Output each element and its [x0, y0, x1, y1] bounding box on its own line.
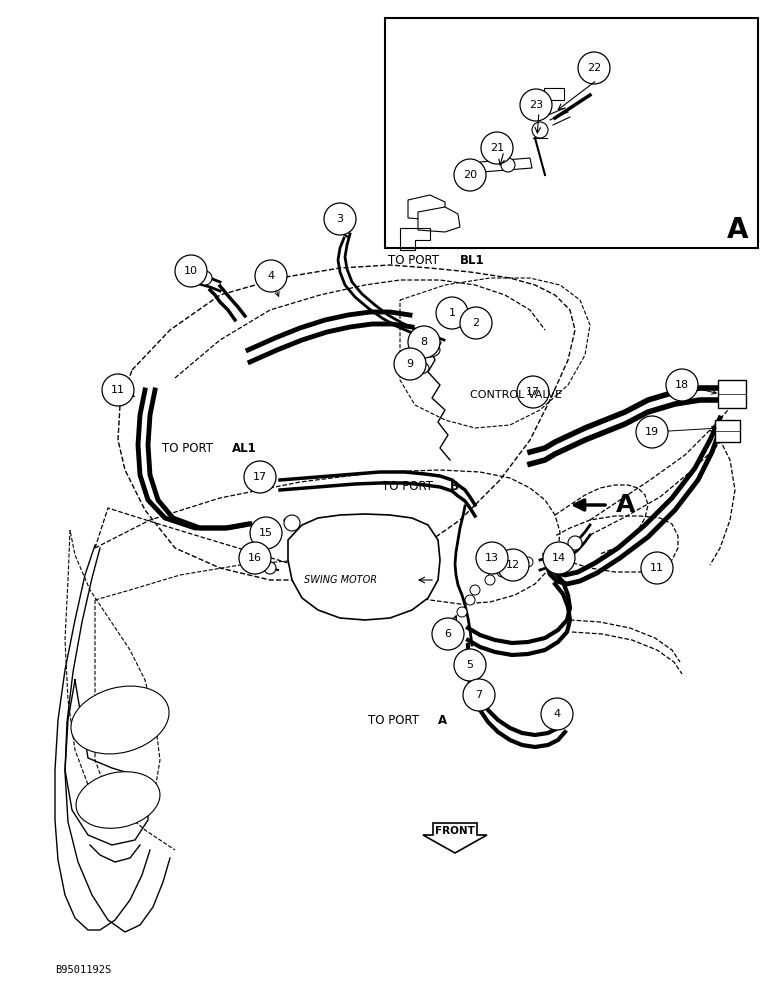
Text: TO PORT: TO PORT [162, 442, 217, 456]
Text: CONTROL VALVE: CONTROL VALVE [470, 390, 562, 400]
Text: 1: 1 [449, 308, 455, 318]
Text: A: A [616, 493, 635, 517]
Ellipse shape [420, 343, 440, 357]
Circle shape [462, 316, 474, 328]
Polygon shape [288, 514, 440, 620]
Text: TO PORT: TO PORT [382, 481, 437, 493]
Circle shape [255, 260, 287, 292]
Circle shape [541, 698, 573, 730]
Text: 19: 19 [645, 427, 659, 437]
Circle shape [485, 575, 495, 585]
Text: 5: 5 [466, 660, 473, 670]
Text: 18: 18 [675, 380, 689, 390]
Polygon shape [418, 207, 460, 232]
Circle shape [454, 159, 486, 191]
Text: 23: 23 [529, 100, 543, 110]
Ellipse shape [71, 686, 169, 754]
Ellipse shape [76, 772, 160, 828]
Circle shape [457, 607, 467, 617]
Circle shape [408, 326, 440, 358]
Polygon shape [408, 195, 445, 220]
Text: 6: 6 [445, 629, 452, 639]
Text: A: A [727, 216, 749, 244]
Circle shape [497, 549, 529, 581]
Text: B: B [450, 481, 459, 493]
Text: 17: 17 [253, 472, 267, 482]
Circle shape [324, 203, 356, 235]
Text: 11: 11 [650, 563, 664, 573]
Circle shape [102, 374, 134, 406]
Text: 14: 14 [552, 553, 566, 563]
Circle shape [175, 255, 207, 287]
Text: 17: 17 [526, 387, 540, 397]
FancyBboxPatch shape [385, 18, 758, 248]
Circle shape [517, 376, 549, 408]
Circle shape [501, 158, 515, 172]
Circle shape [436, 297, 468, 329]
Bar [544, 88, 564, 100]
Text: 2: 2 [472, 318, 479, 328]
Circle shape [532, 122, 548, 138]
Bar [718, 380, 746, 408]
Circle shape [568, 536, 582, 550]
Circle shape [510, 560, 520, 570]
Text: BL1: BL1 [460, 253, 485, 266]
Circle shape [555, 547, 569, 561]
Text: SWING MOTOR: SWING MOTOR [303, 575, 377, 585]
Text: 11: 11 [111, 385, 125, 395]
Circle shape [239, 542, 271, 574]
Circle shape [362, 542, 418, 598]
Text: 15: 15 [259, 528, 273, 538]
Circle shape [465, 595, 475, 605]
Text: 9: 9 [406, 359, 414, 369]
Circle shape [244, 461, 276, 493]
Circle shape [460, 307, 492, 339]
Circle shape [442, 312, 454, 324]
Text: 7: 7 [476, 690, 482, 700]
Circle shape [476, 542, 508, 574]
Text: 16: 16 [248, 553, 262, 563]
Text: A: A [438, 714, 447, 726]
Bar [715, 420, 740, 442]
Circle shape [284, 515, 300, 531]
Text: B9501192S: B9501192S [55, 965, 111, 975]
Circle shape [520, 89, 552, 121]
Text: 20: 20 [463, 170, 477, 180]
Text: 13: 13 [485, 553, 499, 563]
Circle shape [578, 52, 610, 84]
Text: TO PORT: TO PORT [368, 714, 423, 726]
Circle shape [250, 517, 282, 549]
Circle shape [543, 542, 575, 574]
Text: FRONT: FRONT [435, 826, 475, 836]
Polygon shape [480, 158, 532, 172]
Text: 4: 4 [554, 709, 560, 719]
Circle shape [454, 649, 486, 681]
Text: AL1: AL1 [232, 442, 257, 456]
Circle shape [497, 567, 507, 577]
Circle shape [394, 348, 426, 380]
Ellipse shape [411, 362, 429, 374]
Circle shape [463, 679, 495, 711]
Text: 12: 12 [506, 560, 520, 570]
Circle shape [666, 369, 698, 401]
Circle shape [264, 562, 276, 574]
Text: 22: 22 [587, 63, 601, 73]
Text: 4: 4 [267, 271, 275, 281]
Circle shape [198, 271, 212, 285]
Text: 8: 8 [421, 337, 428, 347]
Text: 10: 10 [184, 266, 198, 276]
Text: 3: 3 [337, 214, 344, 224]
Text: TO PORT: TO PORT [388, 253, 443, 266]
Circle shape [470, 585, 480, 595]
Circle shape [481, 132, 513, 164]
Polygon shape [423, 823, 487, 853]
Circle shape [641, 552, 673, 584]
Circle shape [432, 618, 464, 650]
Text: 21: 21 [490, 143, 504, 153]
Circle shape [523, 557, 533, 567]
Circle shape [636, 416, 668, 448]
